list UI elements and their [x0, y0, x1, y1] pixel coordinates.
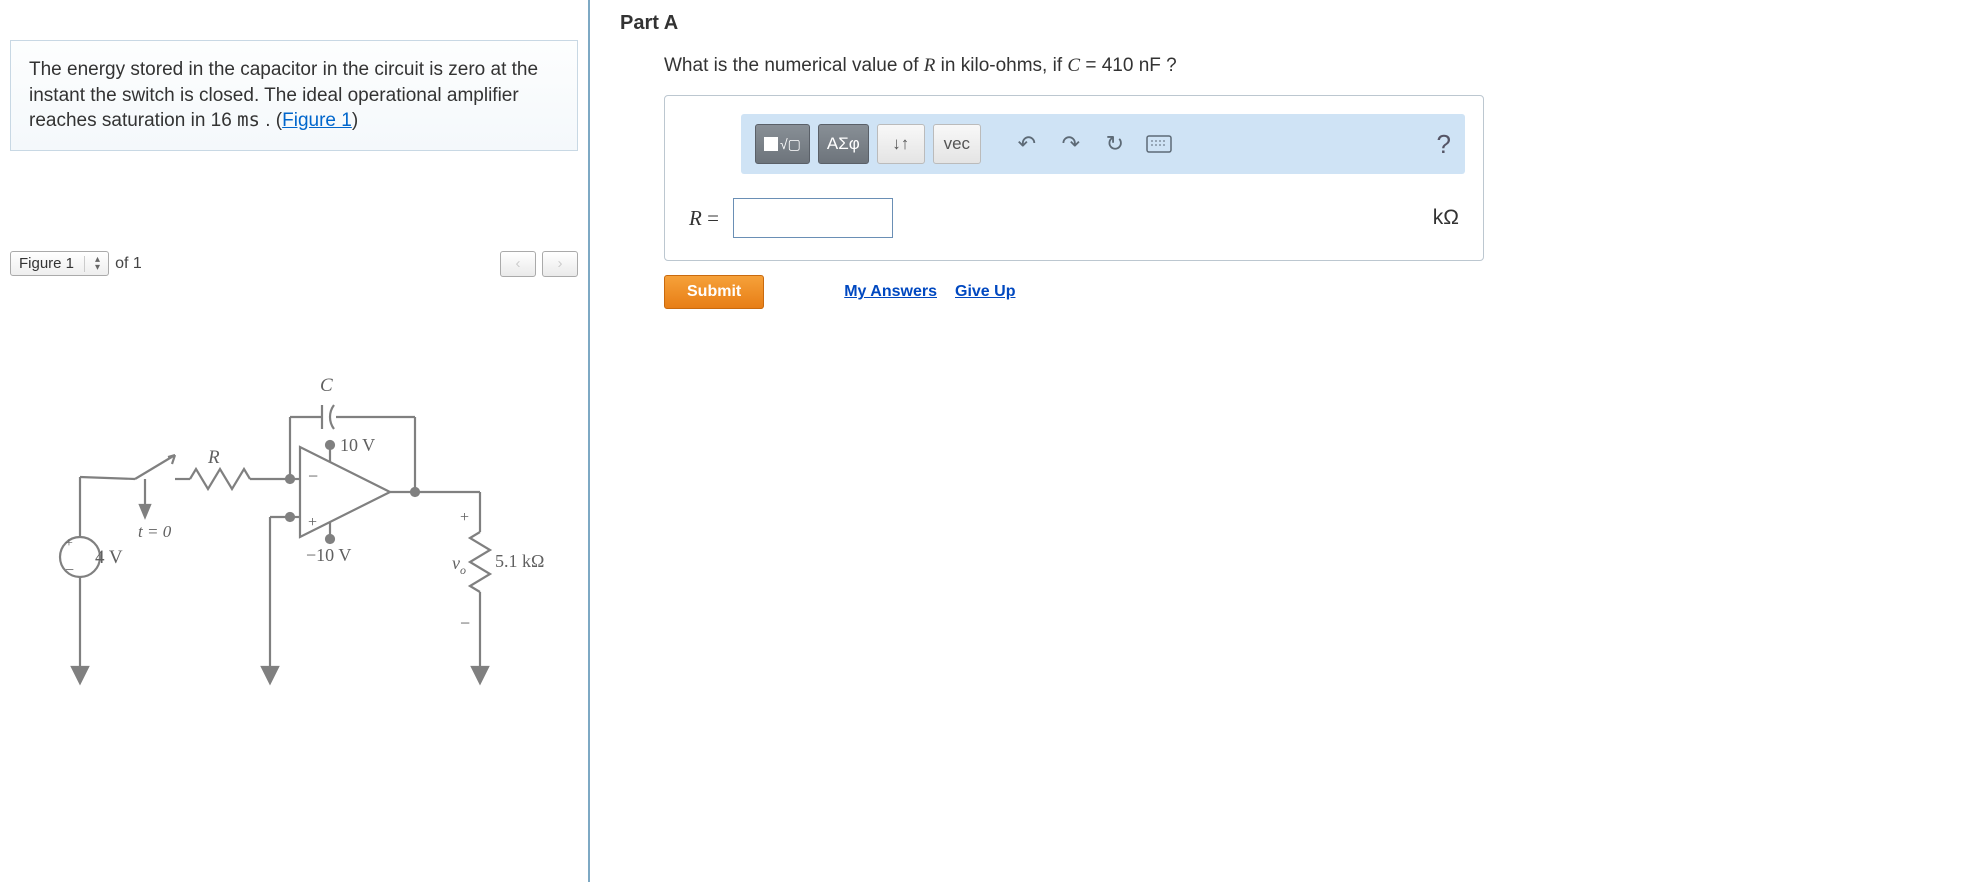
left-panel: The energy stored in the capacitor in th… [0, 0, 590, 882]
circuit-figure: 4 V + − t = 0 R [10, 367, 578, 701]
vo-label: vo [452, 553, 466, 577]
give-up-link[interactable]: Give Up [955, 283, 1015, 301]
circuit-svg: 4 V + − t = 0 R [40, 367, 560, 697]
answer-unit: kΩ [1433, 206, 1459, 230]
submit-button[interactable]: Submit [664, 275, 764, 309]
source-label: 4 V [95, 547, 123, 568]
figure-selector[interactable]: Figure 1 ▴▾ [10, 251, 109, 276]
figure-prev-button[interactable]: ‹ [500, 251, 536, 277]
problem-statement: The energy stored in the capacitor in th… [10, 40, 578, 151]
template-button[interactable]: √▢ [755, 124, 810, 164]
stepper-icon: ▴▾ [95, 256, 100, 272]
minus-icon: − [65, 562, 74, 579]
R-label: R [207, 447, 220, 468]
q-var-C: C [1067, 55, 1080, 76]
undo-button[interactable]: ↶ [1009, 126, 1045, 162]
vo-plus: + [460, 509, 469, 526]
answer-lhs: R = [689, 206, 719, 231]
answer-value-input[interactable] [733, 198, 893, 238]
q-eq: = 410 [1080, 55, 1139, 76]
q-unit: nF [1139, 55, 1161, 76]
problem-code: ms [237, 109, 260, 131]
q-post: ? [1161, 55, 1177, 76]
vpos-label: 10 V [340, 435, 375, 455]
q-var-R: R [924, 55, 936, 76]
divider [84, 256, 85, 272]
my-answers-link[interactable]: My Answers [844, 283, 937, 301]
part-a-title: Part A [620, 12, 1920, 35]
q-mid: in kilo-ohms, if [935, 55, 1067, 76]
part-a-question: What is the numerical value of R in kilo… [664, 55, 1920, 77]
figure-link[interactable]: Figure 1 [282, 110, 352, 131]
C-label: C [320, 375, 333, 396]
figure-nav: Figure 1 ▴▾ of 1 ‹ › [10, 251, 578, 277]
equation-toolbar: √▢ ΑΣφ ↓↑ vec ↶ ↷ ↻ ? [741, 114, 1465, 174]
problem-text-post: . ( [260, 110, 282, 131]
answer-box: √▢ ΑΣφ ↓↑ vec ↶ ↷ ↻ ? R = kΩ [664, 95, 1484, 261]
reset-button[interactable]: ↻ [1097, 126, 1133, 162]
help-button[interactable]: ? [1437, 129, 1451, 160]
greek-button[interactable]: ΑΣφ [818, 124, 869, 164]
opamp-plus: + [308, 514, 317, 531]
t0-label: t = 0 [138, 522, 172, 541]
figure-next-button[interactable]: › [542, 251, 578, 277]
answer-input-row: R = kΩ [665, 190, 1483, 260]
vo-minus: − [460, 613, 470, 633]
figure-label: Figure 1 [19, 255, 74, 272]
figure-of-text: of 1 [115, 255, 142, 273]
redo-button[interactable]: ↷ [1053, 126, 1089, 162]
vec-button[interactable]: vec [933, 124, 981, 164]
q-pre: What is the numerical value of [664, 55, 924, 76]
opamp-minus: − [308, 466, 318, 486]
load-label: 5.1 kΩ [495, 551, 544, 571]
problem-close: ) [352, 110, 358, 131]
keyboard-button[interactable] [1141, 126, 1177, 162]
subscript-button[interactable]: ↓↑ [877, 124, 925, 164]
vneg-label: −10 V [306, 545, 351, 565]
plus-icon: + [65, 536, 73, 551]
right-panel: Part A What is the numerical value of R … [620, 0, 1920, 309]
action-row: Submit My Answers Give Up [664, 275, 1920, 309]
